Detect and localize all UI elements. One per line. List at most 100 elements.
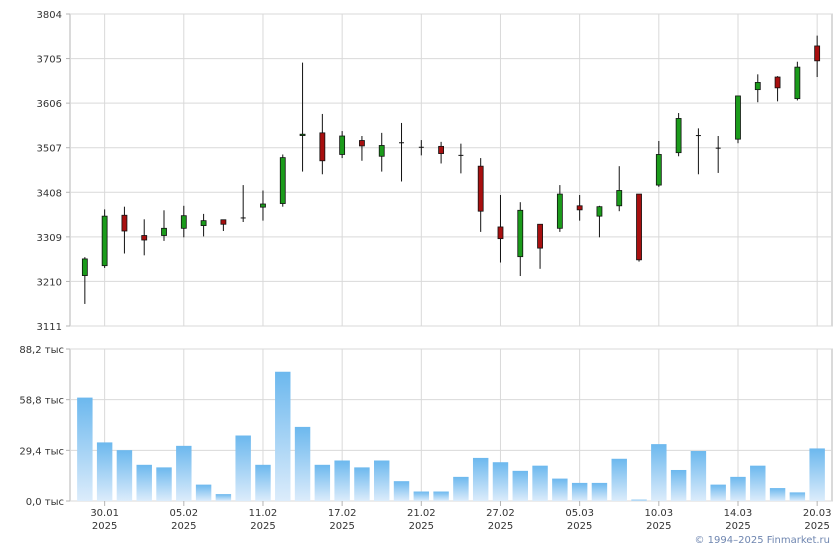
x-tick-label-date: 10.03 [644, 508, 673, 519]
candle-body [497, 226, 504, 240]
volume-bar [96, 442, 113, 501]
volume-bar [235, 435, 251, 501]
volume-bar [116, 450, 133, 501]
candle-body [200, 220, 207, 227]
candle-body [180, 215, 187, 229]
candle-body [438, 145, 445, 154]
x-tick-label-year: 2025 [250, 521, 275, 532]
x-tick-label-year: 2025 [804, 521, 829, 532]
candle-body [220, 219, 227, 225]
volume-bar [492, 462, 509, 501]
candle-body [537, 223, 543, 249]
candle [497, 194, 504, 263]
candle-body [81, 258, 88, 276]
volume-bar [789, 492, 806, 501]
volume-bar [710, 484, 726, 501]
candle-body [141, 235, 148, 241]
volume-bar [631, 499, 647, 501]
volume-bar [750, 465, 766, 501]
x-tick-label-date: 21.02 [407, 508, 436, 519]
candlestick-series [81, 35, 821, 304]
price-grid [69, 13, 833, 327]
candle-body [101, 215, 108, 267]
price-tick-label: 3606 [37, 99, 62, 110]
candle [636, 193, 642, 262]
candle-body [359, 140, 365, 147]
volume-bar [552, 478, 568, 501]
x-tick-label-year: 2025 [725, 521, 750, 532]
candle [596, 205, 603, 238]
candle-body [556, 193, 563, 229]
x-tick-label-date: 20.03 [803, 508, 832, 519]
volume-bar [195, 484, 212, 501]
x-tick-label-year: 2025 [171, 521, 196, 532]
candle [161, 210, 167, 241]
candle [101, 209, 108, 268]
volume-bar [354, 467, 370, 501]
candle-body [279, 157, 286, 204]
volume-bar [690, 451, 707, 501]
candle [359, 136, 365, 161]
volume-tick-label: 0,0 тыс [26, 497, 64, 508]
volume-bar [532, 465, 548, 501]
copyright-link[interactable]: © 1994–2025 Finmarket.ru [694, 535, 830, 546]
volume-bar [77, 397, 93, 501]
price-tick-label: 3210 [37, 277, 62, 288]
candle [121, 206, 128, 254]
volume-tick-label: 58,8 тыс [19, 396, 64, 407]
candle [339, 131, 346, 159]
candle [240, 185, 246, 222]
volume-tick-label: 88,2 тыс [19, 345, 64, 356]
candle [754, 74, 761, 103]
price-tick-label: 3804 [37, 10, 62, 21]
volume-series [77, 371, 825, 501]
candle-body [161, 227, 167, 236]
candle-body [121, 214, 128, 232]
candle [814, 35, 821, 78]
candle-body [655, 154, 662, 186]
candle-body [576, 205, 583, 211]
candle-body [636, 193, 642, 261]
volume-bar [730, 476, 746, 501]
candle [299, 62, 306, 172]
volume-bar [591, 482, 608, 501]
x-tick-label-year: 2025 [646, 521, 671, 532]
price-y-axis: 3111 3210 3309 3408 3507 3606 3705 3804 [37, 10, 70, 333]
volume-bar [769, 488, 786, 501]
price-tick-label: 3507 [37, 144, 62, 155]
candle [220, 219, 227, 232]
x-tick-label-date: 14.03 [724, 508, 753, 519]
candle [675, 113, 682, 157]
volume-bar [809, 448, 825, 501]
x-tick-label-date: 05.02 [169, 508, 198, 519]
candle [715, 136, 721, 173]
volume-bar [571, 482, 588, 501]
volume-bar [176, 445, 192, 501]
candle [378, 132, 385, 172]
candle-body [616, 190, 623, 207]
x-tick-label-date: 30.01 [90, 508, 119, 519]
candle [279, 154, 286, 207]
candle [477, 158, 484, 232]
x-tick-label-year: 2025 [409, 521, 434, 532]
volume-bar [670, 469, 687, 501]
candle-body [675, 118, 682, 154]
candle-body [517, 209, 524, 258]
x-tick-label-year: 2025 [92, 521, 117, 532]
candle-body [814, 45, 821, 62]
candle-body [260, 203, 266, 208]
candle [794, 61, 801, 101]
x-tick-label-year: 2025 [567, 521, 592, 532]
candle-body [339, 135, 346, 155]
price-tick-label: 3705 [37, 55, 62, 66]
x-tick-label-year: 2025 [329, 521, 354, 532]
candle-body [596, 206, 603, 217]
candle [576, 194, 583, 221]
volume-bar [294, 426, 311, 501]
candle [141, 219, 148, 256]
candle [655, 140, 662, 187]
volume-bar [156, 467, 172, 501]
candle [260, 190, 266, 221]
